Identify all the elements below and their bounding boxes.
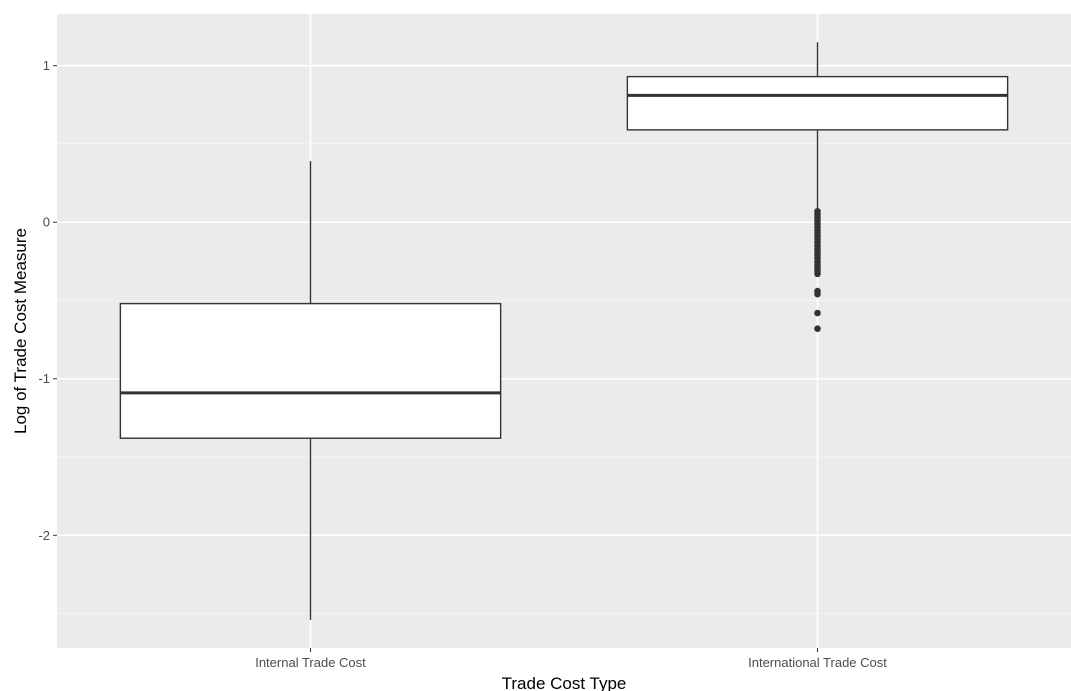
y-tick-label: -2: [38, 528, 50, 543]
box-series: [119, 42, 1009, 620]
outlier-point: [814, 290, 821, 298]
y-tick-label: 0: [43, 215, 50, 230]
x-axis-title: Trade Cost Type: [502, 674, 627, 691]
outlier-point: [814, 325, 821, 332]
x-tick-label: Internal Trade Cost: [255, 655, 366, 670]
outlier-point: [814, 309, 821, 317]
y-axis-ticks: -2 -1 0 1: [38, 58, 57, 543]
y-tick-label: 1: [43, 58, 50, 73]
y-tick-label: -1: [38, 371, 50, 386]
box-2: [626, 42, 1009, 332]
x-tick-label: International Trade Cost: [748, 655, 887, 670]
minor-gridlines: [57, 143, 1071, 615]
box-iqr: [119, 302, 502, 439]
outlier-point: [814, 270, 821, 278]
box-iqr: [626, 75, 1009, 131]
box-1: [119, 161, 502, 620]
y-axis-title: Log of Trade Cost Measure: [11, 228, 30, 434]
x-axis-ticks: Internal Trade Cost International Trade C…: [255, 648, 887, 670]
